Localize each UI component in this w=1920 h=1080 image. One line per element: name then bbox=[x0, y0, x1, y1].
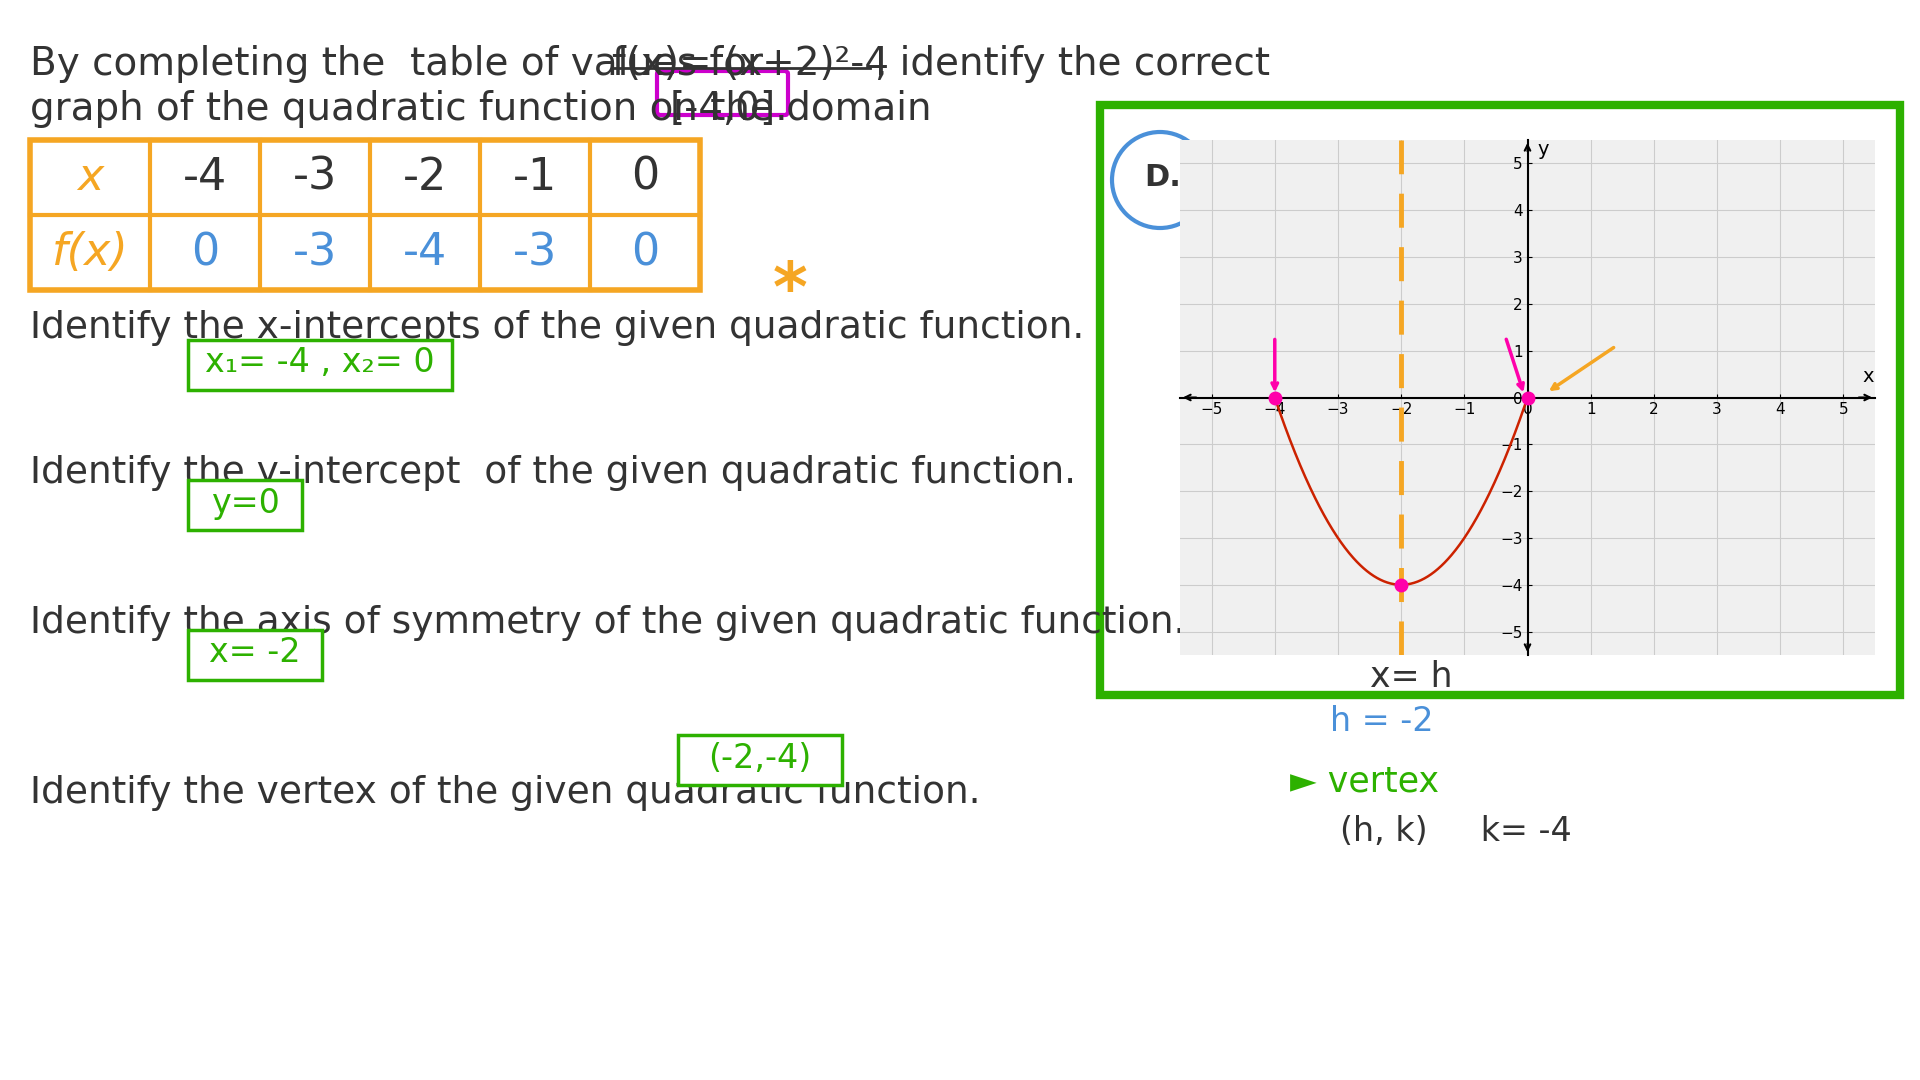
Text: x₁= -4 , x₂= 0: x₁= -4 , x₂= 0 bbox=[205, 347, 434, 379]
Text: -2: -2 bbox=[403, 156, 447, 199]
FancyBboxPatch shape bbox=[1100, 105, 1901, 696]
Text: -1: -1 bbox=[513, 156, 557, 199]
Text: -4: -4 bbox=[403, 231, 447, 274]
Text: 0: 0 bbox=[632, 156, 659, 199]
Text: h = -2: h = -2 bbox=[1331, 705, 1434, 738]
Text: graph of the quadratic function on the domain: graph of the quadratic function on the d… bbox=[31, 90, 945, 129]
Text: f(x)= a(x -h)² + k: f(x)= a(x -h)² + k bbox=[1290, 537, 1613, 573]
Text: x= -2: x= -2 bbox=[209, 636, 301, 670]
Text: x= h: x= h bbox=[1371, 660, 1453, 694]
Text: By completing the  table of values for: By completing the table of values for bbox=[31, 45, 776, 83]
Text: ► axis of symmetry: ► axis of symmetry bbox=[1290, 610, 1630, 644]
FancyBboxPatch shape bbox=[188, 480, 301, 530]
Text: Identify the y-intercept  of the given quadratic function.: Identify the y-intercept of the given qu… bbox=[31, 455, 1075, 491]
Text: 0: 0 bbox=[632, 231, 659, 274]
Text: *: * bbox=[772, 259, 808, 325]
Text: y=0: y=0 bbox=[211, 486, 280, 519]
Text: f(x)= (x+2)²-4: f(x)= (x+2)²-4 bbox=[612, 45, 889, 83]
FancyBboxPatch shape bbox=[188, 340, 451, 390]
Text: (h, k)     k= -4: (h, k) k= -4 bbox=[1340, 815, 1572, 848]
Text: f(x): f(x) bbox=[52, 231, 129, 274]
Text: -3: -3 bbox=[513, 231, 557, 274]
Text: -3: -3 bbox=[294, 156, 338, 199]
FancyBboxPatch shape bbox=[188, 630, 323, 680]
Text: Identify the x-intercepts of the given quadratic function.: Identify the x-intercepts of the given q… bbox=[31, 310, 1085, 346]
FancyBboxPatch shape bbox=[678, 735, 843, 785]
Text: D.: D. bbox=[1144, 162, 1181, 191]
Text: Identify the vertex of the given quadratic function.: Identify the vertex of the given quadrat… bbox=[31, 775, 981, 811]
Text: [-4,0].: [-4,0]. bbox=[670, 90, 789, 129]
Text: x: x bbox=[77, 156, 104, 199]
Text: -3: -3 bbox=[294, 231, 338, 274]
Text: ► vertex: ► vertex bbox=[1290, 765, 1440, 799]
Text: 0: 0 bbox=[190, 231, 219, 274]
Text: -4: -4 bbox=[182, 156, 227, 199]
Text: (-2,-4): (-2,-4) bbox=[708, 742, 812, 774]
Text: y: y bbox=[1538, 140, 1548, 159]
Text: f(x)= (x+2)²- 4: f(x)= (x+2)²- 4 bbox=[1290, 490, 1569, 526]
Text: , identify the correct: , identify the correct bbox=[876, 45, 1269, 83]
Text: Identify the axis of symmetry of the given quadratic function.: Identify the axis of symmetry of the giv… bbox=[31, 605, 1185, 642]
Text: x: x bbox=[1862, 367, 1874, 386]
